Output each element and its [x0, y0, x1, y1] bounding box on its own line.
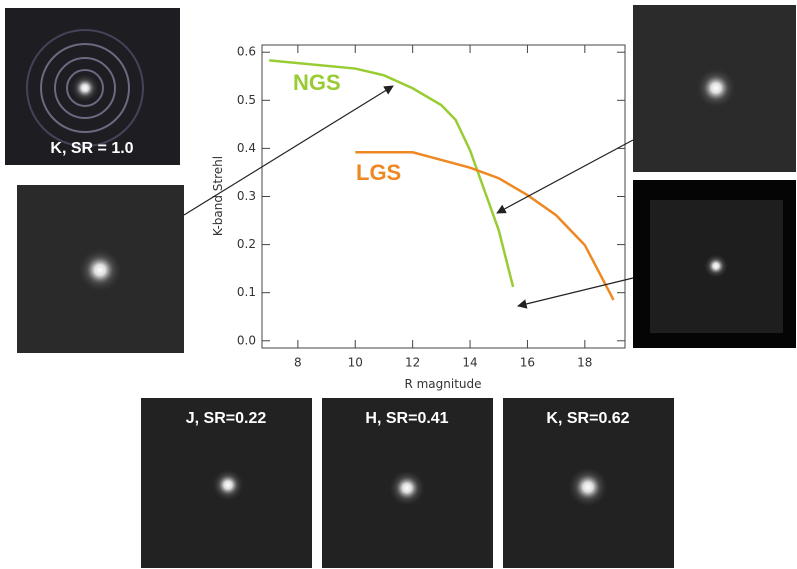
x-tick-label: 18	[577, 356, 592, 370]
image-caption: K, SR=0.62	[546, 410, 629, 427]
image-caption: J, SR=0.22	[186, 410, 267, 427]
x-tick-label: 16	[520, 356, 535, 370]
psf-image	[17, 185, 184, 353]
y-tick-label: 0.6	[237, 45, 256, 59]
y-tick-label: 0.3	[237, 189, 256, 203]
psf-image: H, SR=0.41	[322, 398, 493, 568]
page: K, SR = 1.0 J, SR=0.22 H, SR=0.41 K, SR=…	[0, 0, 797, 569]
x-tick-label: 8	[294, 356, 302, 370]
psf-image	[633, 5, 796, 172]
y-tick-label: 0.2	[237, 237, 256, 251]
y-tick-label: 0.0	[237, 333, 256, 347]
x-tick-label: 10	[348, 356, 363, 370]
series-label: LGS	[356, 160, 401, 185]
x-tick-label: 12	[405, 356, 420, 370]
y-tick-label: 0.5	[237, 93, 256, 107]
x-tick-label: 14	[462, 356, 477, 370]
image-caption: K, SR = 1.0	[50, 140, 133, 157]
y-tick-label: 0.4	[237, 141, 256, 155]
y-tick-label: 0.1	[237, 285, 256, 299]
psf-image: K, SR = 1.0	[5, 8, 180, 165]
psf-image: J, SR=0.22	[141, 398, 312, 568]
image-caption: H, SR=0.41	[365, 410, 448, 427]
x-axis-label: R magnitude	[404, 377, 481, 391]
psf-image	[633, 180, 796, 348]
psf-image: K, SR=0.62	[503, 398, 674, 568]
series-label: NGS	[293, 70, 341, 95]
y-axis-label: K-band Strehl	[211, 156, 225, 236]
